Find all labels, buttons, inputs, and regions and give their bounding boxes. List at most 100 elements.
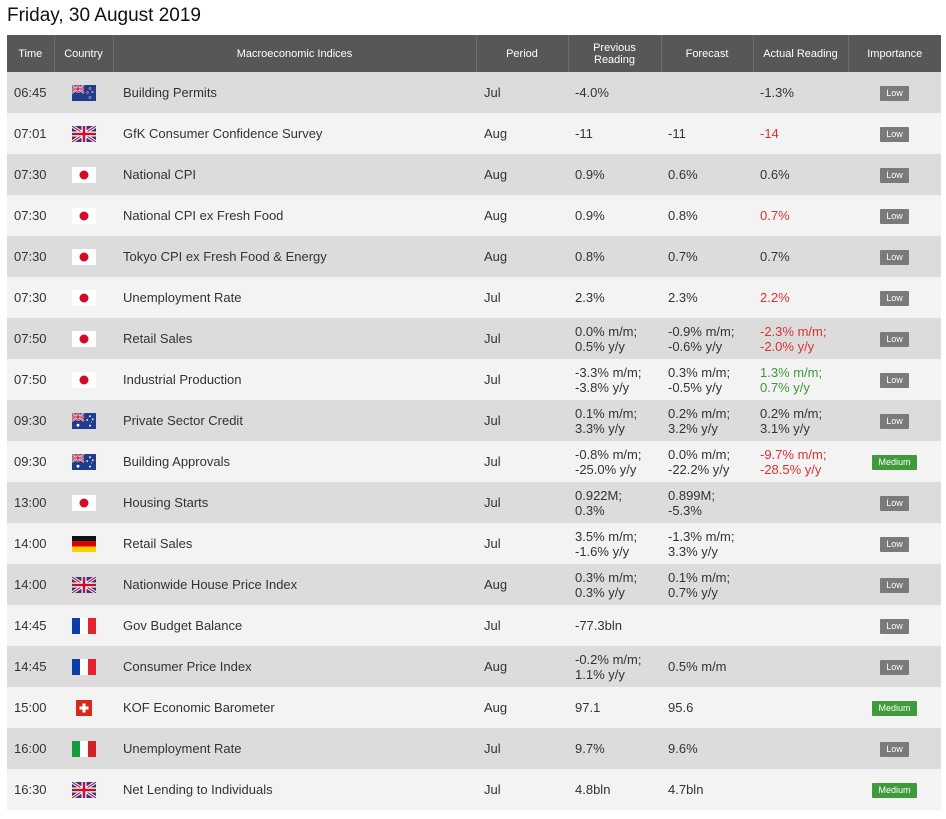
country-cell (54, 400, 113, 441)
indicator-housing-starts: Housing Starts (113, 482, 476, 523)
japan-flag-icon (71, 207, 96, 224)
importance-badge: Low (880, 619, 909, 634)
forecast-cell: 0.5% m/m (661, 646, 753, 687)
previous-reading-cell: 2.3% (568, 277, 661, 318)
actual-reading-cell (753, 523, 848, 564)
header-actual: Actual Reading (753, 35, 849, 72)
previous-reading-cell: 0.8% (568, 236, 661, 277)
country-cell (54, 236, 113, 277)
forecast-cell: 0.1% m/m; 0.7% y/y (661, 564, 753, 605)
previous-reading-cell: 4.8bln (568, 769, 661, 810)
indicator-nationwide-house-price-index: Nationwide House Price Index (113, 564, 476, 605)
forecast-cell: 9.6% (661, 728, 753, 769)
united-kingdom-flag-icon (71, 576, 96, 593)
table-row: 16:30 Net Lending to Individuals Jul 4.8bln… (7, 769, 941, 810)
indicator-building-approvals: Building Approvals (113, 441, 476, 482)
japan-flag-icon (71, 494, 96, 511)
previous-reading-cell: 0.3% m/m; 0.3% y/y (568, 564, 661, 605)
period-cell: Jul (476, 72, 568, 113)
japan-flag-icon (71, 248, 96, 265)
importance-badge: Medium (872, 701, 917, 716)
previous-reading-cell: -11 (568, 113, 661, 154)
importance-cell: Low (848, 564, 941, 605)
actual-reading-cell: -9.7% m/m; -28.5% y/y (753, 441, 848, 482)
importance-cell: Low (848, 400, 941, 441)
period-cell: Aug (476, 646, 568, 687)
table-row: 13:00 Housing Starts Jul 0.922M; 0.3% 0.899M… (7, 482, 941, 523)
indicator-gov-budget-balance: Gov Budget Balance (113, 605, 476, 646)
importance-badge: Low (880, 414, 909, 429)
australia-flag-icon (71, 412, 96, 429)
japan-flag-icon (71, 371, 96, 388)
importance-cell: Low (848, 154, 941, 195)
actual-reading-cell: 2.2% (753, 277, 848, 318)
previous-reading-cell: -3.3% m/m; -3.8% y/y (568, 359, 661, 400)
previous-reading-cell: 0.1% m/m; 3.3% y/y (568, 400, 661, 441)
forecast-cell: 95.6 (661, 687, 753, 728)
forecast-cell: 0.899M; -5.3% (661, 482, 753, 523)
table-row: 07:01 GfK Consumer Confidence Survey Aug -1… (7, 113, 941, 154)
period-cell: Jul (476, 441, 568, 482)
importance-badge: Low (880, 578, 909, 593)
time-cell: 14:00 (7, 564, 54, 605)
period-cell: Jul (476, 482, 568, 523)
page-title: Friday, 30 August 2019 (7, 5, 201, 26)
indicator-retail-sales: Retail Sales (113, 523, 476, 564)
table-row: 14:45 Gov Budget Balance Jul -77.3bln Low (7, 605, 941, 646)
period-cell: Aug (476, 195, 568, 236)
importance-badge: Medium (872, 455, 917, 470)
forecast-cell: 4.7bln (661, 769, 753, 810)
time-cell: 07:30 (7, 154, 54, 195)
indicator-gfk-consumer-confidence-survey: GfK Consumer Confidence Survey (113, 113, 476, 154)
country-cell (54, 318, 113, 359)
japan-flag-icon (71, 289, 96, 306)
importance-badge: Low (880, 291, 909, 306)
importance-badge: Low (880, 209, 909, 224)
forecast-cell (661, 605, 753, 646)
forecast-cell: 2.3% (661, 277, 753, 318)
indicator-industrial-production: Industrial Production (113, 359, 476, 400)
table-row: 07:50 Retail Sales Jul 0.0% m/m; 0.5% y/y -0… (7, 318, 941, 359)
table-row: 07:30 National CPI ex Fresh Food Aug 0.9% 0.… (7, 195, 941, 236)
time-cell: 09:30 (7, 441, 54, 482)
table-header-row: Time Country Macroeconomic Indices Perio… (7, 35, 941, 72)
forecast-cell: 0.2% m/m; 3.2% y/y (661, 400, 753, 441)
country-cell (54, 523, 113, 564)
table-row: 09:30 Private Sector Credit Jul 0.1% m/m; 3… (7, 400, 941, 441)
time-cell: 07:01 (7, 113, 54, 154)
header-time: Time (7, 35, 55, 72)
italy-flag-icon (71, 740, 96, 757)
economic-calendar-table: Time Country Macroeconomic Indices Perio… (7, 35, 941, 810)
period-cell: Jul (476, 400, 568, 441)
previous-reading-cell: 9.7% (568, 728, 661, 769)
country-cell (54, 564, 113, 605)
table-row: 07:50 Industrial Production Jul -3.3% m/m; … (7, 359, 941, 400)
importance-cell: Low (848, 523, 941, 564)
header-previous: Previous Reading (568, 35, 662, 72)
new-zealand-flag-icon (71, 84, 96, 101)
time-cell: 07:30 (7, 195, 54, 236)
period-cell: Aug (476, 154, 568, 195)
united-kingdom-flag-icon (71, 125, 96, 142)
indicator-national-cpi: National CPI (113, 154, 476, 195)
importance-cell: Low (848, 318, 941, 359)
importance-cell: Low (848, 277, 941, 318)
time-cell: 07:30 (7, 277, 54, 318)
importance-cell: Medium (848, 687, 941, 728)
indicator-consumer-price-index: Consumer Price Index (113, 646, 476, 687)
previous-reading-cell: 0.9% (568, 154, 661, 195)
actual-reading-cell: 0.2% m/m; 3.1% y/y (753, 400, 848, 441)
period-cell: Jul (476, 769, 568, 810)
table-row: 14:45 Consumer Price Index Aug -0.2% m/m; 1… (7, 646, 941, 687)
actual-reading-cell (753, 769, 848, 810)
period-cell: Aug (476, 687, 568, 728)
table-row: 09:30 Building Approvals Jul -0.8% m/m; -25… (7, 441, 941, 482)
country-cell (54, 359, 113, 400)
actual-reading-cell: -14 (753, 113, 848, 154)
country-cell (54, 687, 113, 728)
actual-reading-cell: -1.3% (753, 72, 848, 113)
period-cell: Jul (476, 523, 568, 564)
importance-cell: Low (848, 359, 941, 400)
importance-cell: Low (848, 728, 941, 769)
japan-flag-icon (71, 166, 96, 183)
